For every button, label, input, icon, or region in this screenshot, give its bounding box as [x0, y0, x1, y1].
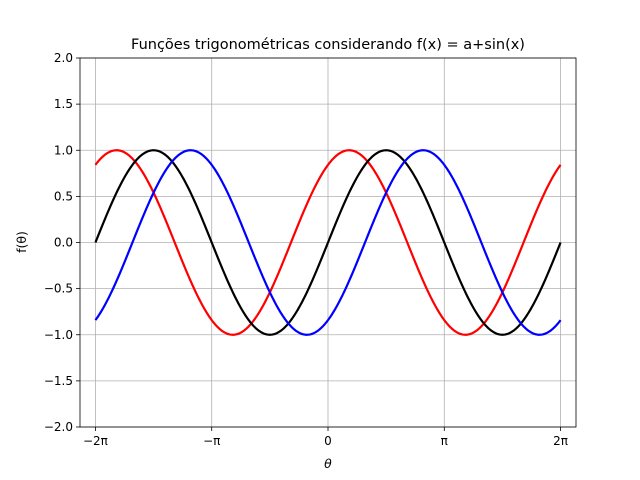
y-tick-label: 0.0: [54, 236, 73, 250]
series-line-2: [94, 149, 562, 336]
x-tick-label: 2π: [553, 434, 568, 448]
chart-title: Funções trigonométricas considerando f(x…: [131, 37, 525, 53]
y-tick-label: −2.0: [44, 420, 73, 434]
y-tick-label: −1.5: [44, 374, 73, 388]
y-tick-label: 0.5: [54, 189, 73, 203]
series-line-0: [94, 149, 562, 336]
x-tick-label: −2π: [83, 434, 108, 448]
y-axis-label: f(θ): [14, 231, 29, 253]
axis-ticks: −2π −π 0 π 2π −2.0 −1.5 −1.0 −0.5 0.0 0.5 1.0 1.5 2.0: [44, 51, 568, 448]
x-tick-label: 0: [324, 434, 332, 448]
x-tick-label: −π: [203, 434, 220, 448]
x-axis-label: θ: [324, 456, 332, 471]
y-tick-label: 1.5: [54, 97, 73, 111]
y-tick-label: 2.0: [54, 51, 73, 65]
x-tick-label: π: [441, 434, 448, 448]
y-tick-label: −0.5: [44, 282, 73, 296]
series-line-1: [94, 149, 562, 336]
y-tick-label: 1.0: [54, 143, 73, 157]
series-lines: [94, 149, 562, 336]
y-tick-label: −1.0: [44, 328, 73, 342]
